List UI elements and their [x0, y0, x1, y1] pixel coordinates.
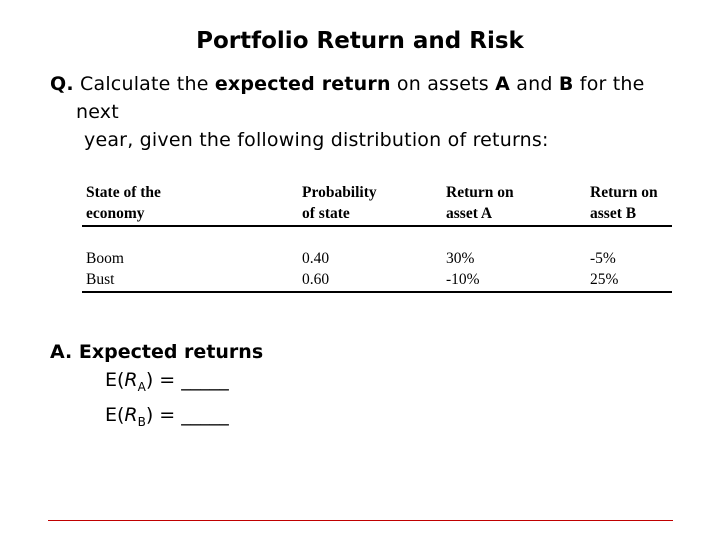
cell-state: Bust [86, 271, 115, 288]
returns-table: State of the economy Probability of state … [82, 182, 672, 293]
question-text: Q. Calculate the expected return on asse… [50, 70, 710, 154]
expected-return-a: E(RA) = _____ [50, 366, 263, 401]
footer-divider [48, 520, 673, 521]
eq-blank: ) = _____ [145, 403, 229, 426]
header-return-b: Return on asset B [586, 182, 672, 224]
question-text-part: for the [573, 73, 645, 95]
cell-return-a: 30% [446, 250, 475, 267]
question-text-part: on assets [390, 73, 496, 95]
question-bold-term: expected return [214, 73, 391, 95]
asset-b-label: B [558, 73, 574, 95]
cell-return-b: 25% [590, 271, 619, 288]
header-line: asset B [590, 205, 637, 222]
eq-blank: ) = _____ [145, 369, 229, 391]
question-line-3: year, given the following distribution o… [84, 129, 549, 151]
header-line: economy [86, 205, 145, 222]
question-prefix: Q. [50, 73, 74, 95]
header-return-a: Return on asset A [442, 182, 586, 224]
table-row: Boom 0.40 30% -5% [82, 248, 672, 269]
question-line-2: next [76, 101, 119, 123]
header-line: of state [302, 205, 350, 222]
table-header-row: State of the economy Probability of state … [82, 182, 672, 227]
header-line: asset A [446, 205, 493, 222]
eq-variable: R [124, 369, 138, 391]
cell-probability: 0.40 [302, 250, 330, 267]
eq-prefix: E( [105, 369, 125, 391]
header-line: State of the [86, 184, 161, 201]
question-line-1: Q. Calculate the expected return on asse… [50, 70, 710, 98]
expected-return-b: E(RB) = _____ [50, 401, 263, 436]
eq-subscript: A [137, 379, 146, 394]
slide-title: Portfolio Return and Risk [196, 28, 524, 54]
answer-block: A. Expected returns E(RA) = _____ E(RB) … [50, 338, 263, 436]
cell-state: Boom [86, 250, 124, 267]
eq-subscript: B [137, 414, 146, 429]
header-probability: Probability of state [298, 182, 442, 224]
header-line: Return on [590, 184, 658, 201]
header-line: Return on [446, 184, 514, 201]
header-line: Probability [302, 184, 377, 201]
table-body: Boom 0.40 30% -5% Bust 0.60 -10% 25% [82, 248, 672, 293]
cell-return-b: -5% [590, 250, 616, 267]
header-state: State of the economy [82, 182, 298, 224]
cell-probability: 0.60 [302, 271, 330, 288]
question-text-part: and [510, 73, 559, 95]
cell-return-a: -10% [446, 271, 480, 288]
table-row: Bust 0.60 -10% 25% [82, 269, 672, 290]
question-text-part: Calculate the [73, 73, 215, 95]
asset-a-label: A [495, 73, 511, 95]
eq-variable: R [124, 403, 138, 426]
eq-prefix: E( [105, 403, 125, 426]
answer-heading: A. Expected returns [50, 341, 264, 363]
